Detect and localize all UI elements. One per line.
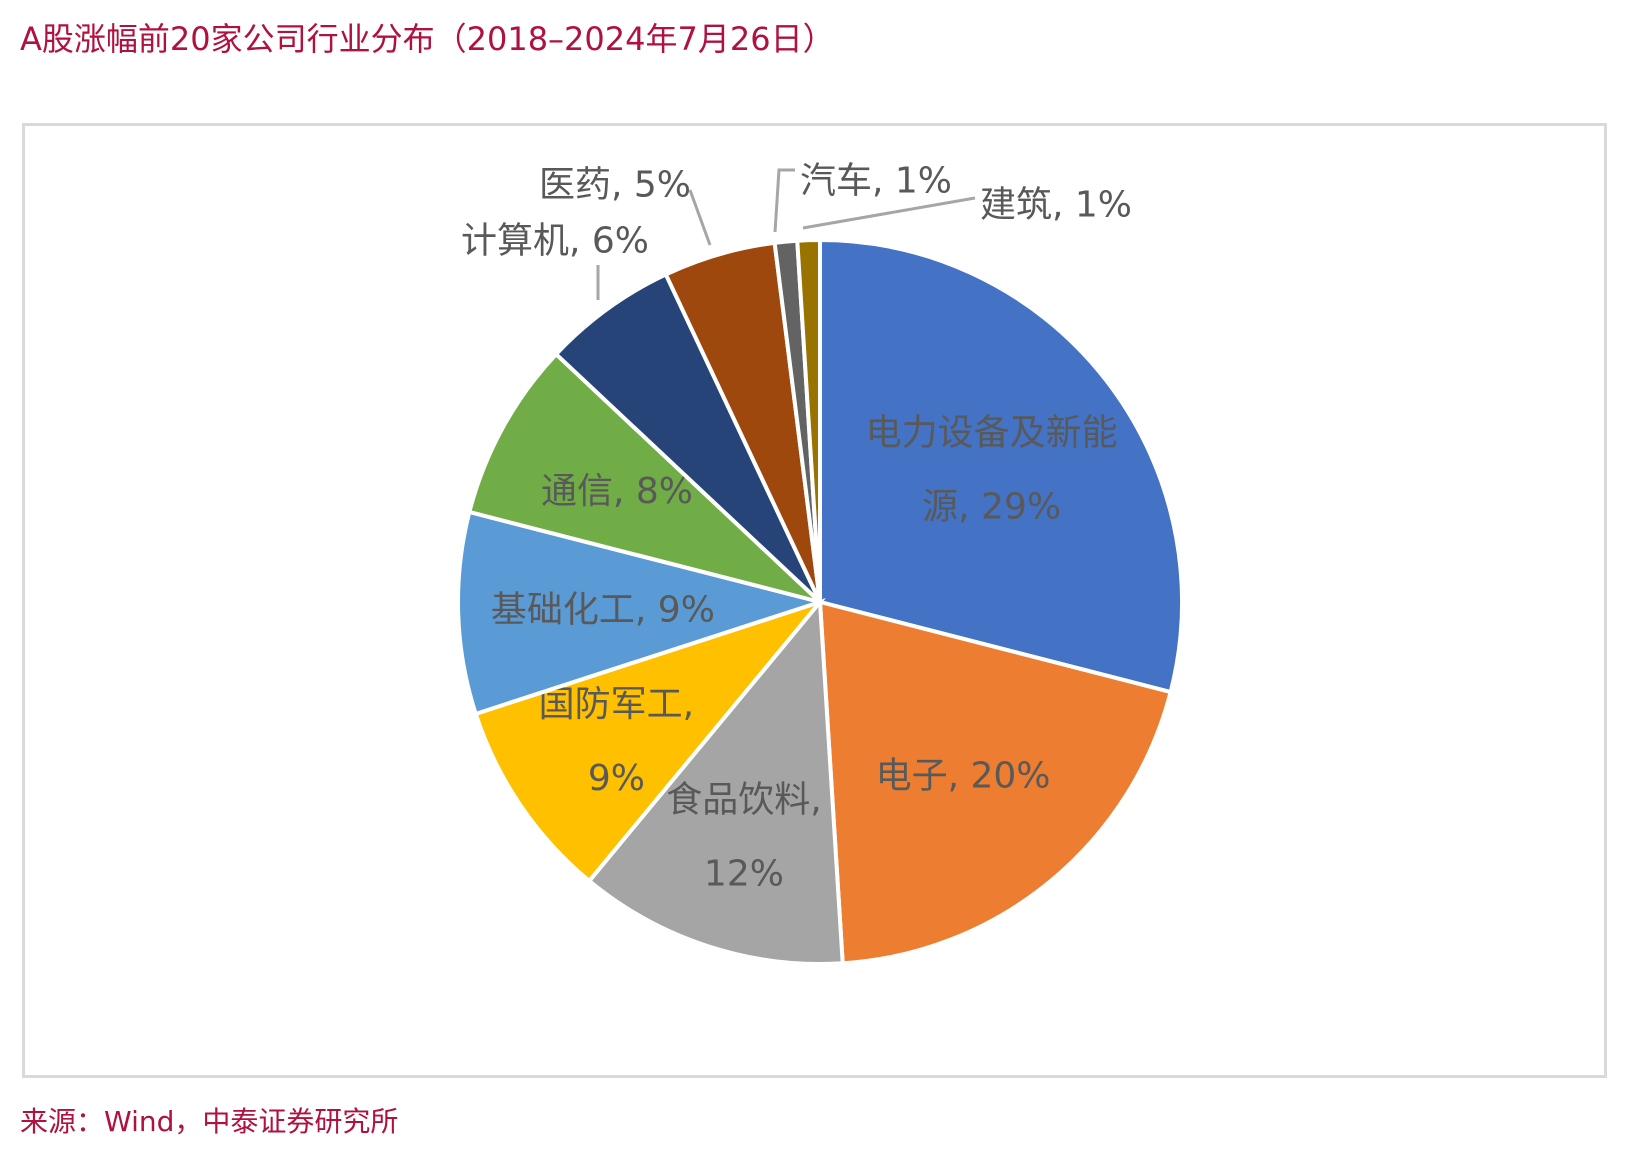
slice-label-10: 建筑, 1% (980, 185, 1132, 226)
slice-label-5: 基础化工, 9% (491, 589, 715, 630)
slice-label-4: 国防军工, 9% (539, 684, 694, 799)
pie-slice-3 (586, 596, 845, 966)
slice-label-8: 医药, 5% (539, 165, 691, 206)
pie-slice-7 (553, 271, 822, 604)
leader-line-10 (802, 196, 976, 230)
source-note: 来源：Wind，中泰证券研究所 (20, 1105, 399, 1138)
pie-chart: 电力设备及新能源, 29% 电子, 20% 食品饮料, 12%国防军工, 9% 基础化工,… (456, 161, 1184, 966)
pie-slice-4 (473, 597, 826, 884)
slice-label-6: 通信, 8% (541, 471, 693, 512)
pie-slice-2 (817, 599, 1174, 966)
pie-slice-1 (818, 237, 1184, 695)
pie-slice-5 (456, 509, 828, 717)
pie-slice-10 (795, 237, 822, 603)
slice-label-9: 汽车, 1% (800, 161, 952, 202)
pie-slice-6 (466, 351, 822, 604)
slice-label-2: 电子, 20% (876, 756, 1051, 797)
chart-title: A股涨幅前20家公司行业分布（2018–2024年7月26日） (20, 20, 835, 58)
slice-label-1: 电力设备及新能源, 29% (866, 412, 1118, 527)
leader-line-9 (773, 168, 795, 233)
slice-label-7: 计算机, 6% (461, 221, 649, 262)
slice-label-3: 食品饮料, 12% (666, 780, 821, 895)
leader-line-8 (688, 189, 712, 246)
